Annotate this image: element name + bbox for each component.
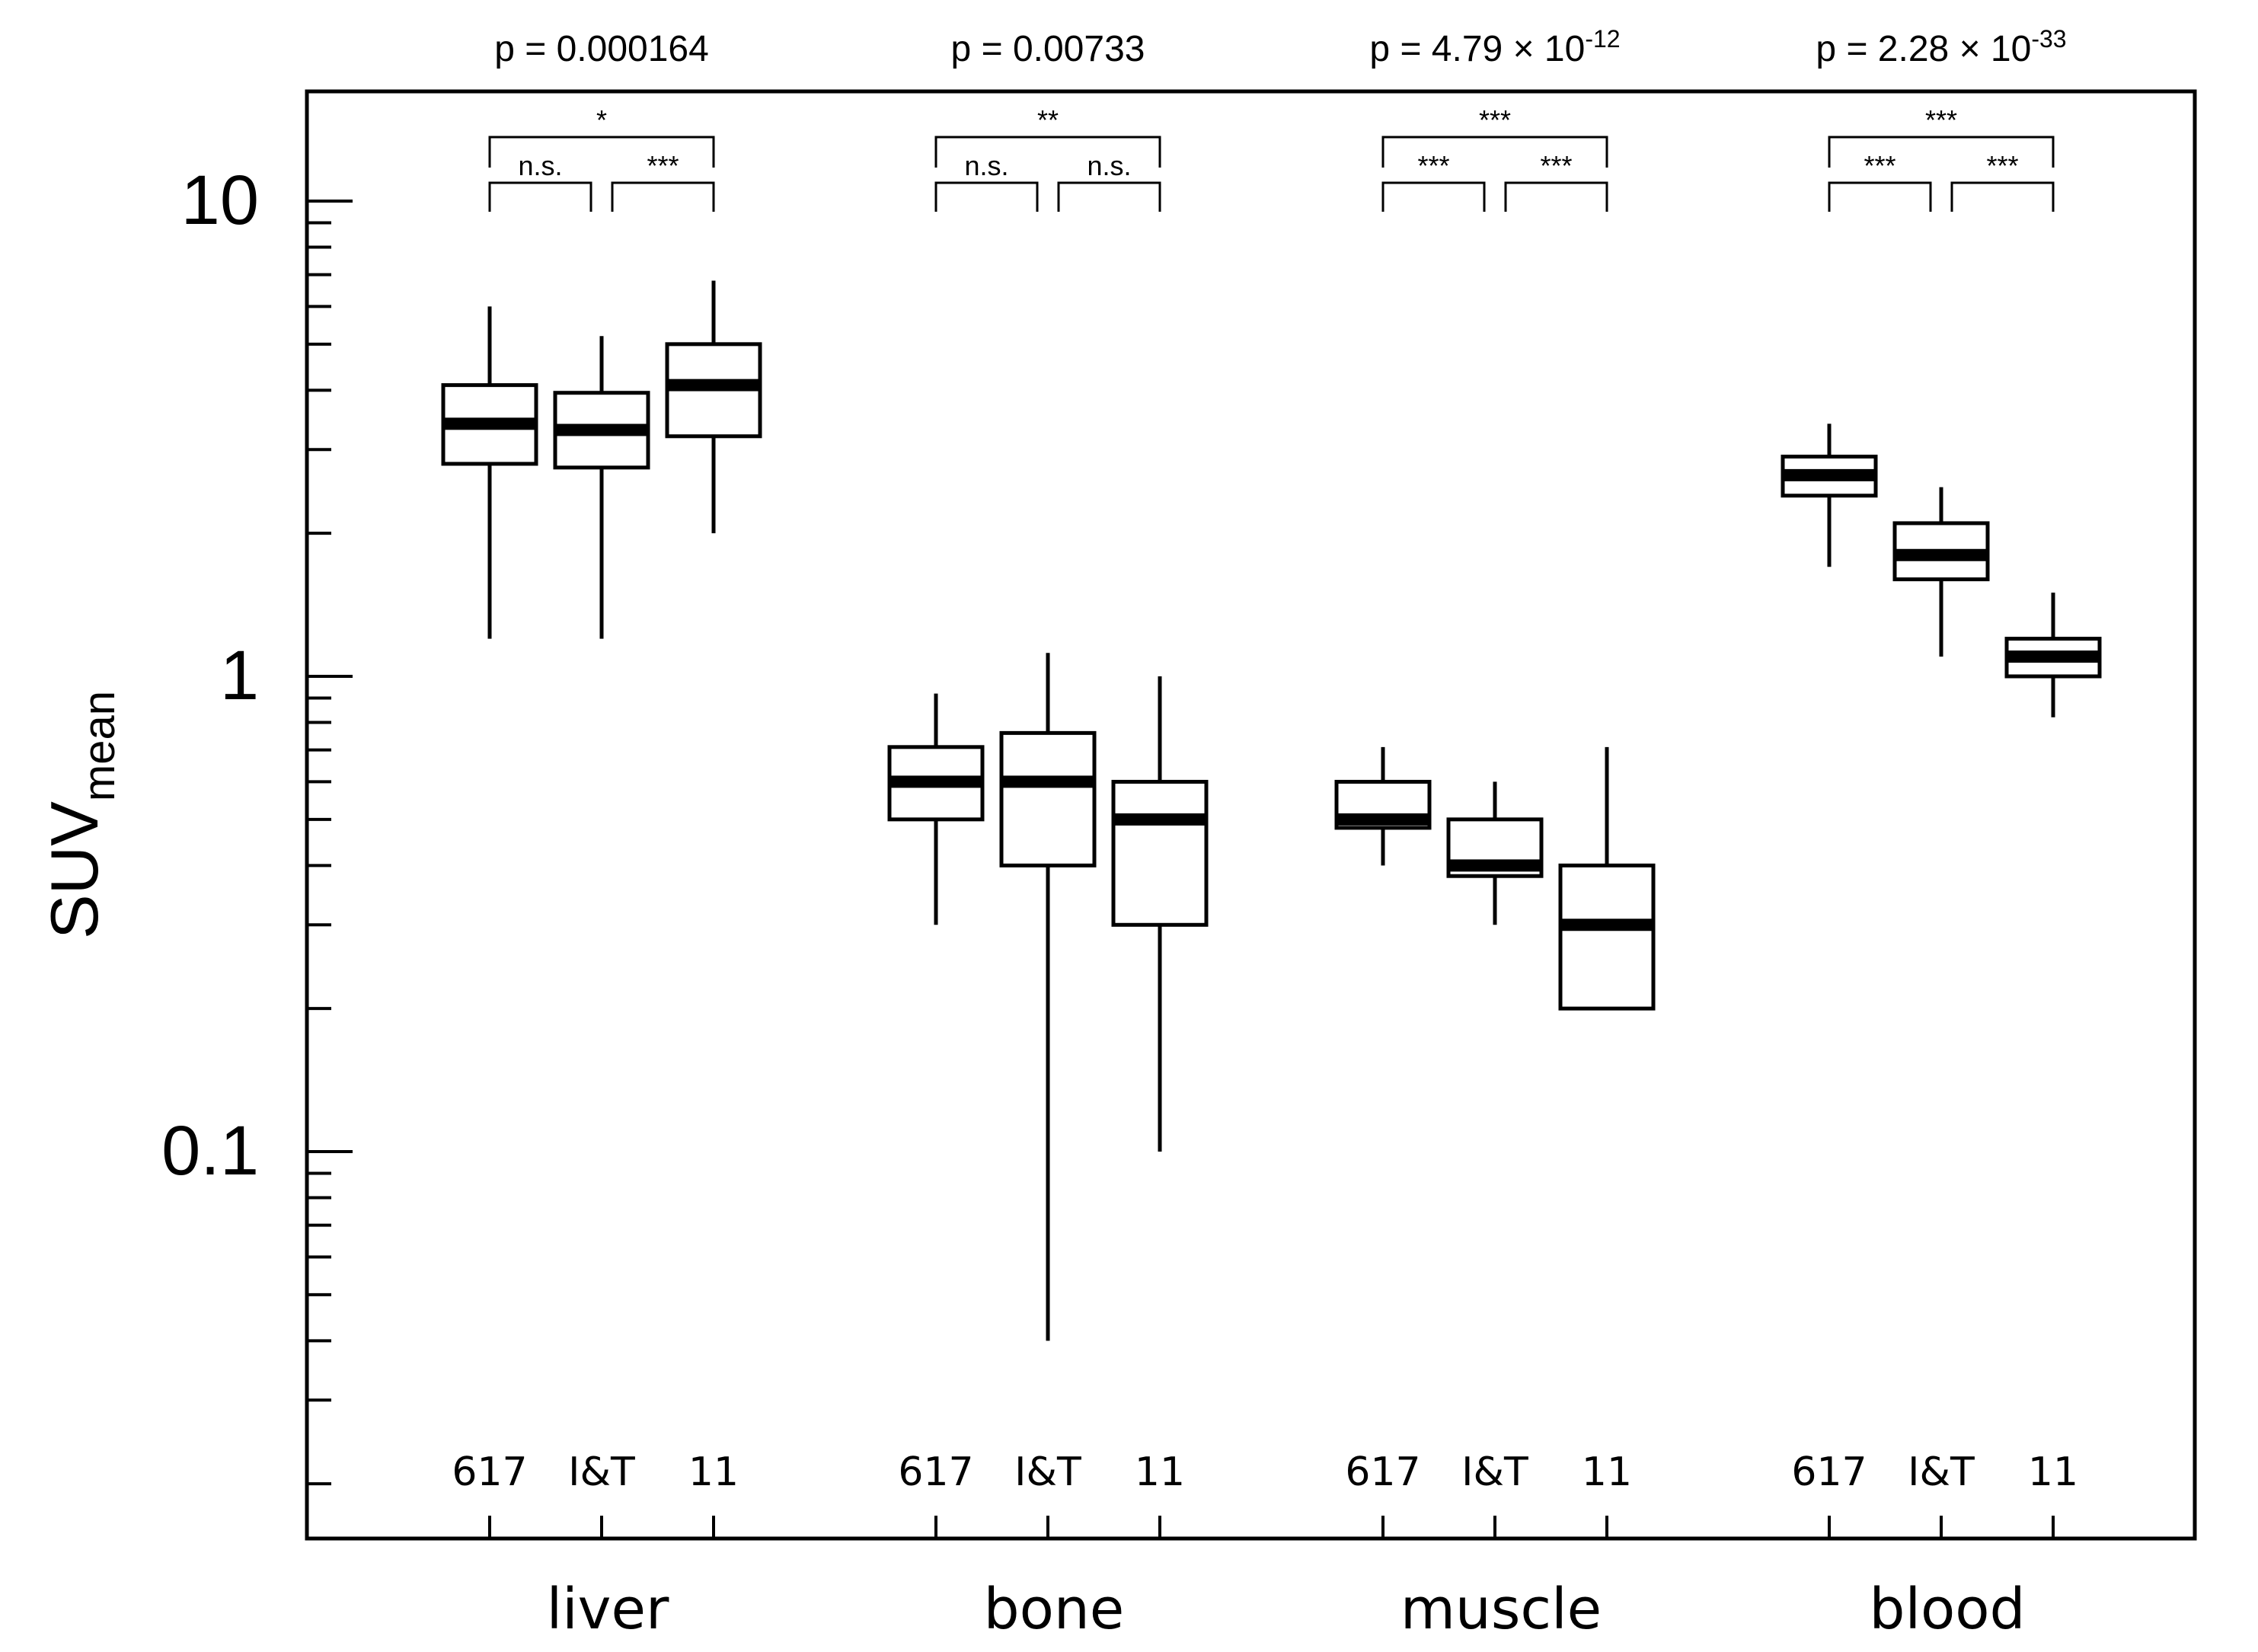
box-iqr bbox=[999, 730, 1097, 868]
box-bone-iandt: I&T bbox=[999, 653, 1097, 1539]
bracket-outer bbox=[1828, 136, 2055, 168]
condition-label: 11 bbox=[1582, 1449, 1632, 1495]
bracket-left bbox=[1828, 181, 1932, 212]
p-value-base: p = 2.28 × 10 bbox=[1816, 29, 2031, 69]
bracket-right bbox=[611, 181, 715, 212]
group-muscle: p = 4.79 × 10-12 617 I&T 11 *** *** *** muscle bbox=[1334, 25, 1656, 1642]
p-value-exponent: -12 bbox=[1585, 25, 1620, 53]
box-muscle-617: 617 bbox=[1334, 746, 1432, 1539]
condition-label: I&T bbox=[568, 1449, 635, 1495]
significance-right: *** bbox=[1540, 150, 1572, 181]
significance-right: *** bbox=[647, 150, 679, 181]
significance-left: n.s. bbox=[518, 150, 562, 181]
p-value-base: p = 4.79 × 10 bbox=[1369, 29, 1585, 69]
p-value-base: p = 0.00733 bbox=[951, 29, 1145, 69]
condition-label: 617 bbox=[1345, 1449, 1420, 1495]
significance-left: n.s. bbox=[964, 150, 1008, 181]
bracket-outer bbox=[934, 136, 1161, 168]
box-blood-iandt: I&T bbox=[1892, 487, 1990, 1539]
condition-label: 11 bbox=[1135, 1449, 1185, 1495]
condition-label: I&T bbox=[1461, 1449, 1528, 1495]
significance-left: *** bbox=[1864, 150, 1896, 181]
bracket-right bbox=[1504, 181, 1608, 212]
y-tick-label: 0.1 bbox=[161, 1112, 259, 1190]
group-label: liver bbox=[547, 1577, 669, 1642]
y-tick-label: 10 bbox=[181, 161, 259, 239]
p-value-label: p = 2.28 × 10-33 bbox=[1816, 25, 2066, 69]
box-liver-617: 617 bbox=[441, 306, 538, 1539]
group-blood: p = 2.28 × 10-33 617 I&T 11 *** *** *** blood bbox=[1781, 25, 2102, 1642]
significance-right: *** bbox=[1986, 150, 2018, 181]
bracket-right bbox=[1950, 181, 2055, 212]
bracket-outer bbox=[488, 136, 715, 168]
group-label: bone bbox=[984, 1577, 1125, 1642]
y-axis-label: SUVmean bbox=[37, 691, 124, 939]
significance-outer: * bbox=[596, 104, 607, 136]
box-liver-iandt: I&T bbox=[553, 336, 650, 1539]
box-iqr bbox=[1558, 863, 1656, 1011]
p-value-label: p = 4.79 × 10-12 bbox=[1369, 25, 1620, 69]
box-blood-11: 11 bbox=[2004, 593, 2102, 1539]
box-muscle-iandt: I&T bbox=[1446, 781, 1544, 1539]
box-muscle-11: 11 bbox=[1558, 746, 1656, 1539]
p-value-label: p = 0.00733 bbox=[951, 29, 1145, 69]
bracket-left bbox=[1381, 181, 1486, 212]
bracket-right bbox=[1057, 181, 1161, 212]
bracket-left bbox=[488, 181, 592, 212]
significance-left: *** bbox=[1417, 150, 1449, 181]
box-bone-11: 11 bbox=[1111, 676, 1209, 1539]
y-axis: 10 1 0.1 bbox=[161, 161, 353, 1486]
condition-label: I&T bbox=[1908, 1449, 1975, 1495]
box-iqr bbox=[1111, 779, 1209, 927]
p-value-base: p = 0.000164 bbox=[494, 29, 709, 69]
box-liver-11: 11 bbox=[665, 280, 762, 1539]
condition-label: 11 bbox=[2028, 1449, 2078, 1495]
group-label: muscle bbox=[1400, 1577, 1602, 1642]
condition-label: 11 bbox=[688, 1449, 739, 1495]
condition-label: 617 bbox=[1791, 1449, 1867, 1495]
significance-outer: ** bbox=[1037, 104, 1059, 136]
p-value-exponent: -33 bbox=[2031, 25, 2066, 53]
y-tick-label: 1 bbox=[220, 637, 259, 714]
box-blood-617: 617 bbox=[1781, 423, 1878, 1539]
p-value-label: p = 0.000164 bbox=[494, 29, 709, 69]
condition-label: I&T bbox=[1014, 1449, 1081, 1495]
group-bone: p = 0.00733 617 I&T 11 n.s. n.s. ** bone bbox=[887, 29, 1209, 1642]
plot-frame bbox=[305, 89, 2197, 1541]
condition-label: 617 bbox=[898, 1449, 973, 1495]
bracket-left bbox=[934, 181, 1039, 212]
bracket-outer bbox=[1381, 136, 1608, 168]
condition-label: 617 bbox=[452, 1449, 527, 1495]
significance-right: n.s. bbox=[1087, 150, 1131, 181]
significance-outer: *** bbox=[1479, 104, 1511, 136]
box-bone-617: 617 bbox=[887, 693, 985, 1539]
group-label: blood bbox=[1869, 1577, 2025, 1642]
significance-outer: *** bbox=[1925, 104, 1957, 136]
